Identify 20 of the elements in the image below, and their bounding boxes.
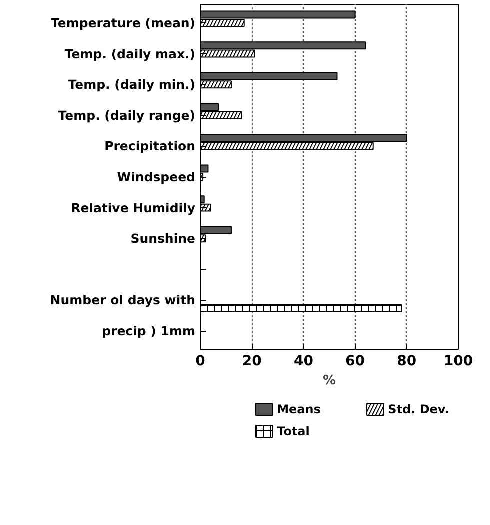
x-tick-label: 60 [346,354,366,370]
x-tick-label: 100 [444,354,474,370]
y-tick-label: Temp. (daily min.) [68,77,196,92]
legend-label: Means [277,402,321,416]
x-tick-label: 40 [294,354,314,370]
legend-label: Std. Dev. [388,402,450,416]
y-tick-label: Precipitation [104,138,196,154]
y-tick-label: Temp. (daily max.) [64,46,196,62]
x-tick-label: 0 [196,354,206,370]
y-tick-label: Sunshine [130,231,196,246]
legend-label: Total [277,424,310,438]
y-tick-label: Temp. (daily range) [58,108,196,123]
y-tick-label: Windspeed [117,170,196,184]
x-tick-label: 80 [397,354,417,370]
y-tick-label: Relative Humidily [71,200,196,216]
y-tick-label: precip ) 1mm [102,324,196,339]
y-tick-label: Number ol days with [50,292,196,308]
x-tick-label: 20 [242,354,262,370]
x-axis-title: % [322,374,336,388]
y-tick-label: Temperature (mean) [50,15,196,30]
